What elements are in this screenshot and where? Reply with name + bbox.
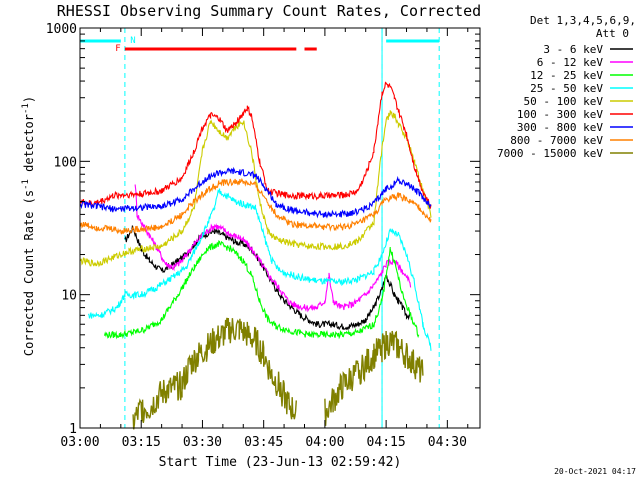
legend-entry-label: 50 - 100 keV xyxy=(524,95,604,108)
x-axis-label: Start Time (23-Jun-13 02:59:42) xyxy=(159,455,402,470)
night-flag-label: N xyxy=(130,36,135,46)
axis-layer: 03:00 03:15 03:30 03:45 04:00 04:15 04:30 1 10 10… xyxy=(46,22,480,450)
y-axis-label-part: ) xyxy=(22,96,36,103)
x-tick-label: 04:00 xyxy=(305,435,344,450)
footer-timestamp: 20-Oct-2021 04:17 xyxy=(554,467,636,476)
series-layer xyxy=(79,81,432,430)
y-tick-label: 1 xyxy=(69,422,77,437)
x-tick-label: 04:15 xyxy=(367,435,406,450)
x-tick-label: 03:15 xyxy=(122,435,161,450)
series-line xyxy=(79,110,432,268)
plot-frame xyxy=(79,27,481,429)
legend-header-detectors: Det 1,3,4,5,6,9, xyxy=(530,14,636,27)
legend-entry-label: 12 - 25 keV xyxy=(530,69,603,82)
x-tick-label: 03:00 xyxy=(60,435,99,450)
series-line xyxy=(132,317,424,430)
x-tick-label: 03:30 xyxy=(183,435,222,450)
y-axis-label: Corrected Count Rate (s-1 detector-1) xyxy=(21,96,36,356)
y-axis-label-exponent: -1 xyxy=(21,179,31,190)
legend-entry-label: 3 - 6 keV xyxy=(543,43,603,56)
y-tick-label: 1000 xyxy=(46,22,77,37)
series-line xyxy=(79,177,432,235)
chart-title: RHESSI Observing Summary Count Rates, Co… xyxy=(57,2,481,20)
flare-flag-label: F xyxy=(115,44,120,54)
x-tick-label: 04:30 xyxy=(428,435,467,450)
legend-entry-label: 25 - 50 keV xyxy=(530,82,603,95)
y-axis-label-part: Corrected Count Rate (s xyxy=(22,190,36,356)
x-tick-label: 03:45 xyxy=(244,435,283,450)
legend-header-attenuator: Att 0 xyxy=(596,27,629,40)
series-line xyxy=(134,184,412,313)
series-line xyxy=(79,81,432,209)
y-axis-label-part: detector xyxy=(22,114,36,179)
legend-entry-label: 100 - 300 keV xyxy=(517,108,603,121)
series-line xyxy=(87,188,432,351)
series-line xyxy=(103,240,420,340)
y-axis-label-exponent: -1 xyxy=(21,103,31,114)
y-tick-label: 10 xyxy=(61,289,77,304)
legend-entry-label: 300 - 800 keV xyxy=(517,121,603,134)
legend-entry-label: 800 - 7000 keV xyxy=(510,134,603,147)
series-line xyxy=(79,166,432,219)
legend-entry-label: 7000 - 15000 keV xyxy=(497,147,603,160)
y-tick-label: 100 xyxy=(54,155,77,170)
legend-entry-label: 6 - 12 keV xyxy=(537,56,604,69)
